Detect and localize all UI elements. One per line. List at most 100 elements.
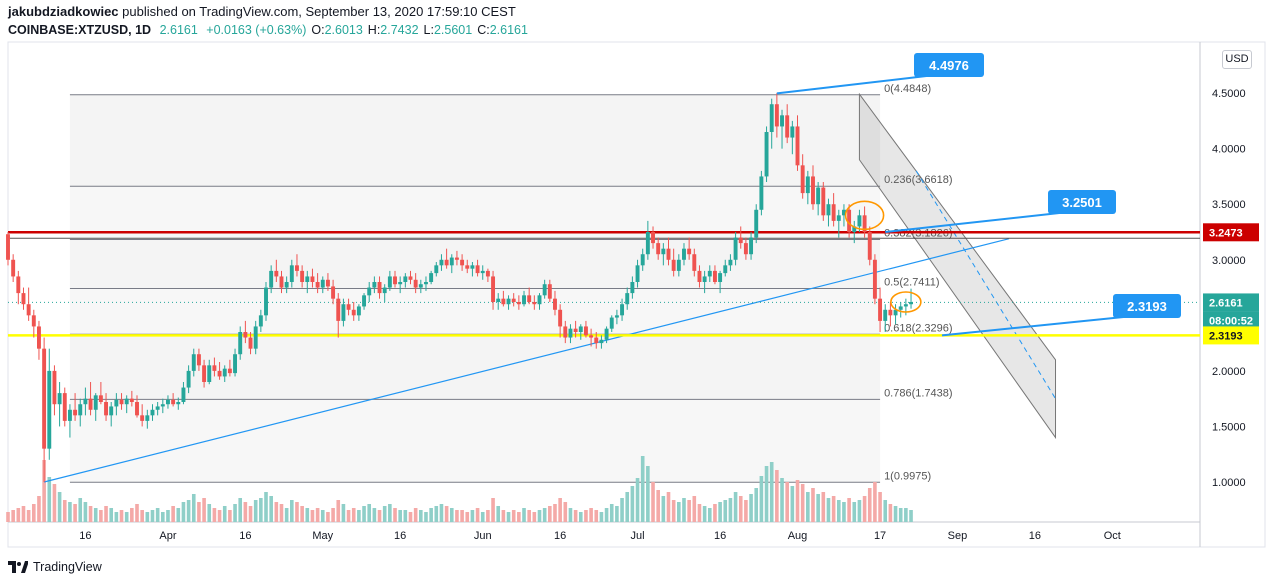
close-label: C: <box>477 23 490 37</box>
candle-body <box>362 295 367 307</box>
price-tag-box <box>1203 326 1259 345</box>
candle-body <box>671 259 676 271</box>
volume-bar <box>166 510 170 522</box>
candle-body <box>351 309 356 316</box>
volume-bar <box>599 512 604 522</box>
candle-body <box>305 276 310 282</box>
candle-body <box>780 115 784 127</box>
candle-body <box>893 309 898 316</box>
chart-frame <box>7 41 1266 548</box>
volume-bar <box>155 508 160 522</box>
volume-bar <box>372 508 377 522</box>
volume-bar <box>439 504 444 522</box>
volume-bar <box>888 504 893 522</box>
candle-body <box>119 399 124 405</box>
volume-bar <box>511 510 516 522</box>
volume-bar <box>795 480 800 522</box>
volume-bar <box>114 512 119 522</box>
candle-body <box>393 276 397 285</box>
candle-body <box>589 335 594 338</box>
candle-body <box>568 328 573 338</box>
candle-body <box>522 295 526 305</box>
footer-brand[interactable]: TradingView <box>8 560 102 574</box>
candle-body <box>325 279 330 287</box>
volume-bar <box>284 508 289 522</box>
candle-body <box>186 370 191 388</box>
candle-body <box>382 287 387 294</box>
volume-bar <box>506 512 511 522</box>
candle-body <box>140 415 145 421</box>
candle-body <box>176 402 181 405</box>
currency-button[interactable]: USD <box>1222 50 1252 69</box>
candle-body <box>599 339 604 344</box>
volume-bar <box>88 506 93 522</box>
candle-body <box>460 259 465 266</box>
volume-bar <box>780 478 784 522</box>
volume-bar <box>388 504 392 522</box>
candle-body <box>98 395 103 402</box>
volume-bar <box>522 508 526 522</box>
volume-bar <box>800 484 805 522</box>
price-change: +0.0163 (+0.63%) <box>206 23 307 37</box>
volume-bar <box>21 506 26 522</box>
candle-body <box>413 279 418 288</box>
volume-bar <box>295 502 299 522</box>
volume-bar <box>78 498 83 522</box>
candle-body <box>759 176 764 210</box>
candle-body <box>790 126 795 138</box>
callout-pointer <box>776 74 936 95</box>
price-tick-label: 4.5000 <box>1212 88 1246 100</box>
volume-bar <box>831 496 836 522</box>
volume-bar <box>475 508 480 522</box>
candle-body <box>862 215 867 232</box>
candle-body <box>336 298 341 321</box>
volume-bar <box>460 510 464 522</box>
candle-body <box>135 402 139 416</box>
candle-body <box>666 248 671 260</box>
volume-bar <box>336 500 341 522</box>
fib-level-label: 0.786(1.7438) <box>884 387 953 399</box>
time-tick-label: 16 <box>239 530 251 542</box>
volume-bar <box>594 510 599 522</box>
volume-bar <box>728 498 733 522</box>
candle-body <box>62 393 67 421</box>
candle-body <box>811 176 815 205</box>
volume-bar <box>759 476 764 522</box>
candle-body <box>470 265 475 269</box>
volume-bar <box>191 494 196 522</box>
candle-body <box>728 259 733 266</box>
volume-bar <box>873 482 877 522</box>
callout-label: 3.2501 <box>1062 195 1102 210</box>
price-tick-label: 3.5000 <box>1212 199 1246 211</box>
time-tick-label: 16 <box>1029 530 1041 542</box>
candle-body <box>67 409 72 421</box>
volume-bar <box>31 504 36 522</box>
volume-bar <box>93 508 98 522</box>
volume-bar <box>269 496 273 522</box>
volume-bar <box>713 504 717 522</box>
candle-body <box>651 232 655 244</box>
volume-bar <box>692 496 697 522</box>
author-name: jakubdziadkowiec <box>8 4 119 19</box>
candle-body <box>826 204 831 216</box>
fib-zone <box>69 399 881 483</box>
candle-body <box>867 232 872 260</box>
volume-bar <box>455 510 459 522</box>
ohlc-legend: COINBASE:XTZUSD, 1D 2.6161 +0.0163 (+0.6… <box>8 23 533 37</box>
callout-label: 2.3193 <box>1127 299 1167 314</box>
volume-bar <box>589 508 593 522</box>
candle-body <box>346 304 351 310</box>
time-tick-label: 16 <box>79 530 91 542</box>
volume-bar <box>893 506 898 522</box>
volume-bar <box>563 502 568 522</box>
candle-body <box>645 232 650 255</box>
candle-body <box>243 332 248 338</box>
volume-bar <box>744 500 748 522</box>
candle-body <box>697 270 702 282</box>
candle-body <box>104 402 109 416</box>
volume-bar <box>362 506 366 522</box>
candle-body <box>284 282 289 288</box>
volume-bar <box>429 508 433 522</box>
volume-bar <box>609 504 614 522</box>
